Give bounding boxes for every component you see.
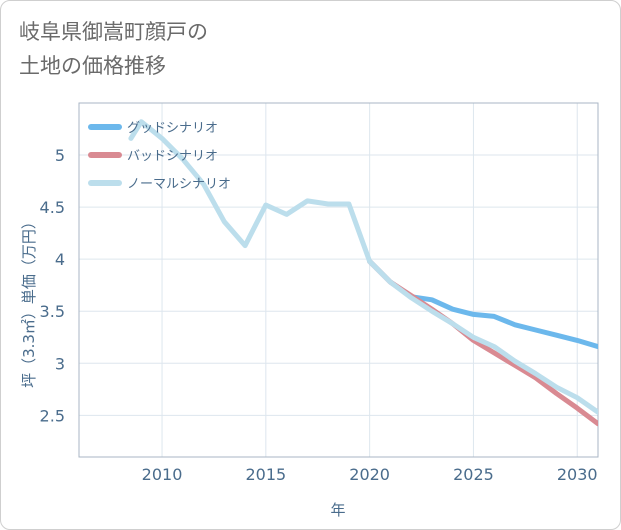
series-lines (128, 119, 598, 427)
y-tick-label: 3 (55, 354, 65, 373)
y-tick-label: 3.5 (40, 302, 65, 321)
legend-label-good-scenario: グッドシナリオ (127, 121, 218, 136)
chart-title-line-1: 岐阜県御嵩町顔戸の (19, 20, 208, 44)
plot-area-border (78, 102, 599, 458)
y-tick-label: 5 (55, 146, 65, 165)
grid (79, 103, 598, 457)
y-axis-label: 坪（3.3㎡）単価（万円） (20, 214, 38, 388)
chart-title-line-2: 土地の価格推移 (19, 54, 166, 78)
x-tick-label: 2015 (245, 465, 286, 484)
y-tick-label: 4.5 (40, 198, 65, 217)
chart-title: 岐阜県御嵩町顔戸の 土地の価格推移 (19, 15, 208, 83)
x-axis-ticks: 2010 2015 2020 2025 2030 (142, 465, 598, 484)
x-tick-label: 2030 (557, 465, 598, 484)
y-tick-label: 4 (55, 250, 65, 269)
series-line-good-scenario (367, 258, 598, 350)
series-line-normal-scenario (128, 119, 598, 415)
y-axis-ticks: 2.5 3 3.5 4 4.5 5 (40, 146, 65, 425)
x-tick-label: 2025 (453, 465, 494, 484)
legend-label-bad-scenario: バッドシナリオ (127, 149, 218, 164)
x-axis-label: 年 (330, 501, 345, 519)
legend-label-normal-scenario: ノーマルシナリオ (127, 177, 231, 192)
y-tick-label: 2.5 (40, 406, 65, 425)
x-tick-label: 2010 (142, 465, 183, 484)
x-tick-label: 2020 (349, 465, 390, 484)
